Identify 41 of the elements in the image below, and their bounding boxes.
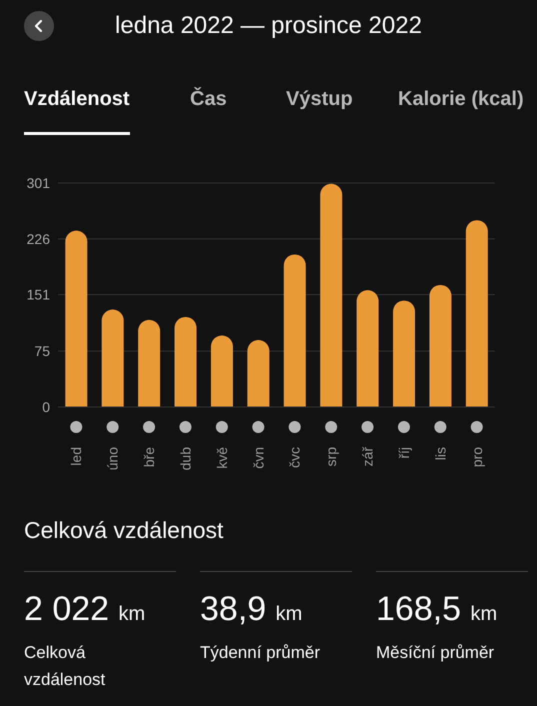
text: 38,9 km [200, 590, 302, 628]
x-tick-label: lis [432, 447, 448, 460]
bar [429, 284, 452, 407]
bar [247, 340, 270, 407]
y-tick-label: 226 [26, 230, 50, 247]
x-tick-label: dub [177, 446, 194, 470]
bar [210, 336, 233, 407]
text: Čas [190, 88, 227, 111]
y-tick-label: 0 [42, 398, 50, 415]
bar [138, 320, 160, 407]
bar [174, 316, 197, 407]
bar [65, 230, 88, 407]
bar [102, 310, 124, 407]
bar [393, 300, 416, 407]
text: Měsíční průměr [376, 642, 496, 664]
bar [356, 290, 379, 407]
bar [320, 184, 342, 407]
text: Výstup [286, 88, 353, 111]
chart-title: ledna 2022 — prosince 2022 [114, 12, 423, 40]
x-tick-label: srp [323, 446, 340, 466]
x-tick-label: pro [468, 446, 485, 468]
text: Vzdálenost [24, 88, 130, 111]
text: Celková vzdálenost [24, 642, 106, 691]
text: Týdenní průměr [200, 642, 321, 664]
x-tick-label: čvn [250, 447, 266, 469]
y-tick-label: 301 [26, 174, 50, 191]
x-tick-label: led [68, 447, 84, 466]
x-tick-label: zář [360, 446, 376, 466]
y-tick-label: 75 [34, 343, 50, 360]
y-tick-label: 151 [26, 286, 50, 303]
text: 168,5 km [376, 590, 498, 628]
x-tick-label: bře [141, 446, 158, 468]
bar [466, 220, 488, 407]
text: Celková vzdálenost [24, 517, 224, 544]
x-tick-label: kvě [214, 446, 230, 469]
x-tick-label: říj [396, 447, 412, 459]
x-tick-label: čvc [286, 447, 303, 468]
text: 2 022 km [24, 590, 146, 628]
bar [284, 254, 306, 407]
text: Kalorie (kcal) [398, 88, 524, 111]
x-tick-label: úno [104, 446, 121, 470]
